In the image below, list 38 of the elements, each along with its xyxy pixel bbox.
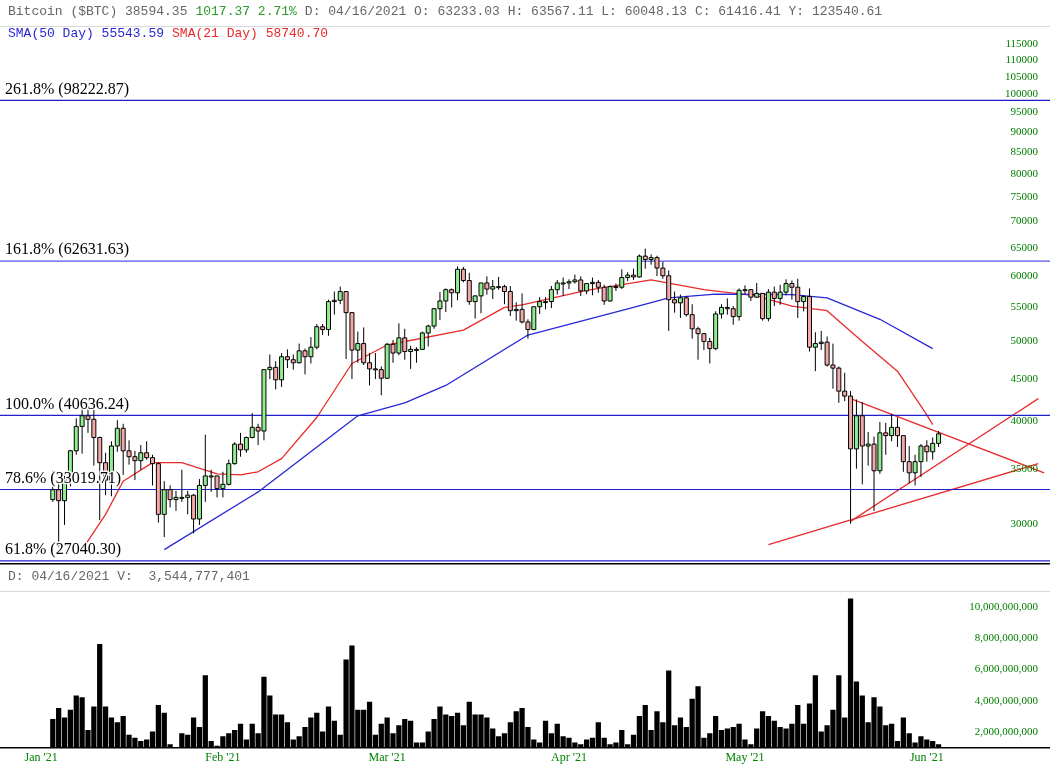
text: SMA(50 Day) 55543.59 — [8, 26, 165, 42]
y-tick-label: 100000 — [1005, 86, 1039, 99]
y-tick-label: 90000 — [1010, 124, 1039, 137]
y-tick-label: 70000 — [1010, 214, 1039, 227]
y-tick-label: 75000 — [1010, 189, 1039, 202]
x-tick-label: Feb '21 — [205, 749, 241, 764]
y-tick-label: 50000 — [1010, 334, 1039, 347]
text: 1017.37 2.71% — [195, 4, 298, 20]
x-tick-label: Jan '21 — [24, 749, 58, 764]
text: Bitcoin ($BTC) 38594.35 — [8, 4, 188, 20]
y-tick-label: 65000 — [1010, 240, 1039, 253]
y-tick-label: 105000 — [1005, 69, 1039, 82]
y-tick-label: 95000 — [1010, 105, 1039, 118]
y-tick-label: 6,000,000,000 — [974, 662, 1039, 675]
x-tick-label: May '21 — [725, 749, 765, 764]
ref-line-label: 261.8% (98222.87) — [5, 79, 129, 98]
y-tick-label: 45000 — [1010, 371, 1039, 384]
text: D: 04/16/2021 V: 3,544,777,401 — [8, 569, 251, 585]
ref-line-label: 61.8% (27040.30) — [5, 540, 121, 559]
y-tick-label: 40000 — [1010, 413, 1039, 426]
ref-line-label: 100.0% (40636.24) — [5, 394, 129, 413]
y-tick-label: 110000 — [1005, 52, 1039, 65]
y-tick-label: 80000 — [1010, 166, 1039, 179]
text: D: 04/16/2021 O: 63233.03 H: 63567.11 L: 60048.13 C: 61416.41 Y: 123540.61 — [304, 4, 883, 20]
y-tick-label: 115000 — [1005, 37, 1039, 50]
x-tick-label: Apr '21 — [551, 749, 587, 764]
ref-line-label: 161.8% (62631.63) — [5, 240, 129, 259]
y-tick-label: 4,000,000,000 — [974, 693, 1039, 706]
y-tick-label: 60000 — [1010, 269, 1039, 282]
y-tick-label: 30000 — [1010, 516, 1039, 529]
text: SMA(21 Day) 58740.70 — [172, 26, 329, 42]
y-tick-label: 10,000,000,000 — [969, 599, 1039, 612]
y-tick-label: 2,000,000,000 — [974, 724, 1039, 737]
y-tick-label: 55000 — [1010, 300, 1039, 313]
y-tick-label: 8,000,000,000 — [974, 630, 1039, 643]
x-tick-label: Jun '21 — [909, 749, 944, 764]
y-tick-label: 85000 — [1010, 144, 1039, 157]
x-tick-label: Mar '21 — [368, 749, 406, 764]
